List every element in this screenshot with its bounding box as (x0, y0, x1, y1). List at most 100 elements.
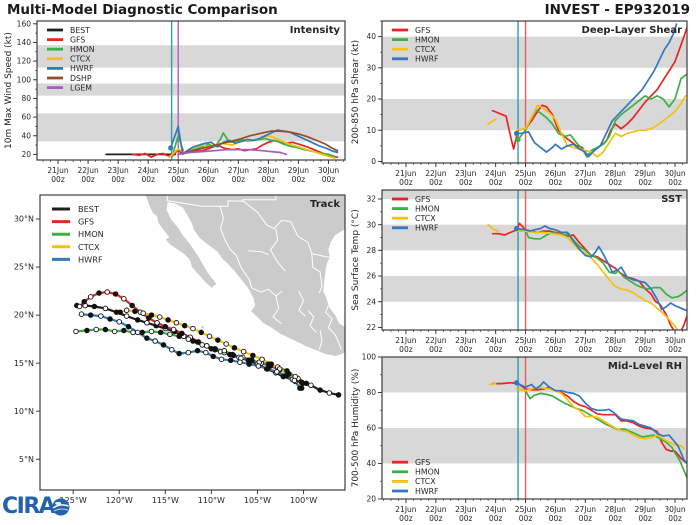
svg-text:24Jun: 24Jun (485, 336, 507, 345)
svg-text:120: 120 (17, 57, 32, 66)
svg-text:30Jun: 30Jun (664, 505, 686, 514)
svg-text:28Jun: 28Jun (605, 169, 627, 178)
svg-text:5°N: 5°N (19, 455, 34, 464)
svg-text:15°N: 15°N (14, 359, 34, 368)
svg-text:00z: 00z (638, 178, 652, 186)
svg-text:00z: 00z (262, 175, 276, 184)
intensity-chart: 21Jun00z22Jun00z23Jun00z24Jun00z25Jun00z… (4, 19, 346, 184)
svg-text:125°W: 125°W (60, 496, 87, 505)
svg-text:32: 32 (366, 195, 376, 204)
svg-text:CTCX: CTCX (415, 214, 436, 223)
svg-text:00z: 00z (519, 514, 533, 523)
svg-text:CTCX: CTCX (415, 477, 436, 486)
svg-text:SST: SST (661, 194, 682, 205)
svg-text:22Jun: 22Jun (425, 336, 447, 345)
svg-text:GFS: GFS (415, 458, 430, 467)
track-map-panel: 125°W 120°W 115°W 110°W 105°W 100°W 5°N 10°N 15°… (0, 190, 350, 515)
svg-text:30°N: 30°N (14, 215, 34, 224)
svg-text:24Jun: 24Jun (138, 166, 160, 175)
svg-text:20: 20 (366, 95, 376, 104)
svg-text:HMON: HMON (415, 35, 440, 44)
svg-text:Deep-Layer Shear: Deep-Layer Shear (582, 25, 683, 36)
svg-text:700-500 hPa Humidity (%): 700-500 hPa Humidity (%) (351, 369, 361, 488)
svg-text:00z: 00z (579, 514, 593, 523)
svg-text:00z: 00z (399, 178, 413, 186)
svg-text:HMON: HMON (70, 45, 95, 54)
svg-text:HMON: HMON (78, 229, 104, 239)
svg-text:29Jun: 29Jun (635, 336, 657, 345)
svg-text:00z: 00z (579, 345, 593, 353)
svg-text:22Jun: 22Jun (425, 505, 447, 514)
svg-text:30Jun: 30Jun (318, 166, 340, 175)
svg-text:25°N: 25°N (14, 263, 34, 272)
svg-text:110°W: 110°W (198, 496, 225, 505)
svg-text:29Jun: 29Jun (288, 166, 310, 175)
svg-text:28Jun: 28Jun (605, 505, 627, 514)
svg-text:HWRF: HWRF (78, 254, 103, 264)
svg-text:Intensity: Intensity (290, 25, 341, 36)
svg-text:30: 30 (366, 63, 376, 72)
svg-text:0: 0 (371, 157, 376, 166)
svg-text:00z: 00z (459, 514, 473, 523)
svg-text:00z: 00z (111, 175, 125, 184)
svg-text:00z: 00z (579, 178, 593, 186)
svg-text:00z: 00z (51, 175, 65, 184)
svg-text:27Jun: 27Jun (575, 505, 597, 514)
svg-text:00z: 00z (608, 514, 622, 523)
svg-text:CTCX: CTCX (70, 55, 91, 64)
svg-text:LGEM: LGEM (70, 83, 92, 92)
svg-text:GFS: GFS (415, 26, 430, 35)
svg-text:22Jun: 22Jun (77, 166, 99, 175)
svg-text:60: 60 (21, 113, 31, 122)
svg-text:00z: 00z (322, 175, 336, 184)
svg-text:DSHP: DSHP (70, 74, 92, 83)
svg-text:00z: 00z (549, 345, 563, 353)
svg-text:25Jun: 25Jun (515, 336, 537, 345)
svg-text:24: 24 (366, 297, 376, 306)
svg-text:GFS: GFS (78, 217, 94, 227)
svg-text:23Jun: 23Jun (455, 169, 477, 178)
svg-text:GFS: GFS (70, 35, 85, 44)
svg-text:00z: 00z (399, 345, 413, 353)
svg-text:22: 22 (366, 323, 376, 332)
svg-text:00z: 00z (519, 178, 533, 186)
track-map: 125°W 120°W 115°W 110°W 105°W 100°W 5°N 10°N 15°… (14, 194, 346, 505)
svg-text:24Jun: 24Jun (485, 505, 507, 514)
svg-text:CTCX: CTCX (78, 242, 100, 252)
svg-text:40: 40 (21, 131, 31, 140)
svg-text:00z: 00z (171, 175, 185, 184)
svg-text:00z: 00z (459, 178, 473, 186)
svg-text:21Jun: 21Jun (395, 169, 417, 178)
svg-text:27Jun: 27Jun (575, 169, 597, 178)
svg-text:00z: 00z (202, 175, 216, 184)
svg-text:Mid-Level RH: Mid-Level RH (608, 361, 682, 372)
svg-text:HWRF: HWRF (415, 487, 439, 496)
land-mass (145, 195, 345, 356)
svg-text:00z: 00z (489, 345, 503, 353)
svg-text:30Jun: 30Jun (664, 336, 686, 345)
svg-text:00z: 00z (429, 178, 443, 186)
svg-text:HWRF: HWRF (70, 64, 94, 73)
svg-text:25Jun: 25Jun (168, 166, 190, 175)
svg-text:28Jun: 28Jun (605, 336, 627, 345)
svg-text:115°W: 115°W (152, 496, 179, 505)
svg-text:00z: 00z (489, 178, 503, 186)
svg-text:29Jun: 29Jun (635, 505, 657, 514)
svg-text:25Jun: 25Jun (515, 169, 537, 178)
page-title-left: Multi-Model Diagnostic Comparison (7, 2, 278, 18)
svg-text:21Jun: 21Jun (395, 505, 417, 514)
svg-text:26: 26 (366, 272, 376, 281)
svg-text:23Jun: 23Jun (455, 336, 477, 345)
svg-text:00z: 00z (519, 345, 533, 353)
svg-text:27Jun: 27Jun (228, 166, 250, 175)
svg-text:00z: 00z (549, 514, 563, 523)
svg-text:00z: 00z (668, 178, 682, 186)
svg-text:10°N: 10°N (14, 407, 34, 416)
svg-text:00z: 00z (232, 175, 246, 184)
svg-text:00z: 00z (668, 514, 682, 523)
svg-text:80: 80 (366, 388, 376, 397)
cira-logo: CIRA (2, 491, 72, 523)
svg-text:00z: 00z (429, 514, 443, 523)
svg-text:00z: 00z (399, 514, 413, 523)
